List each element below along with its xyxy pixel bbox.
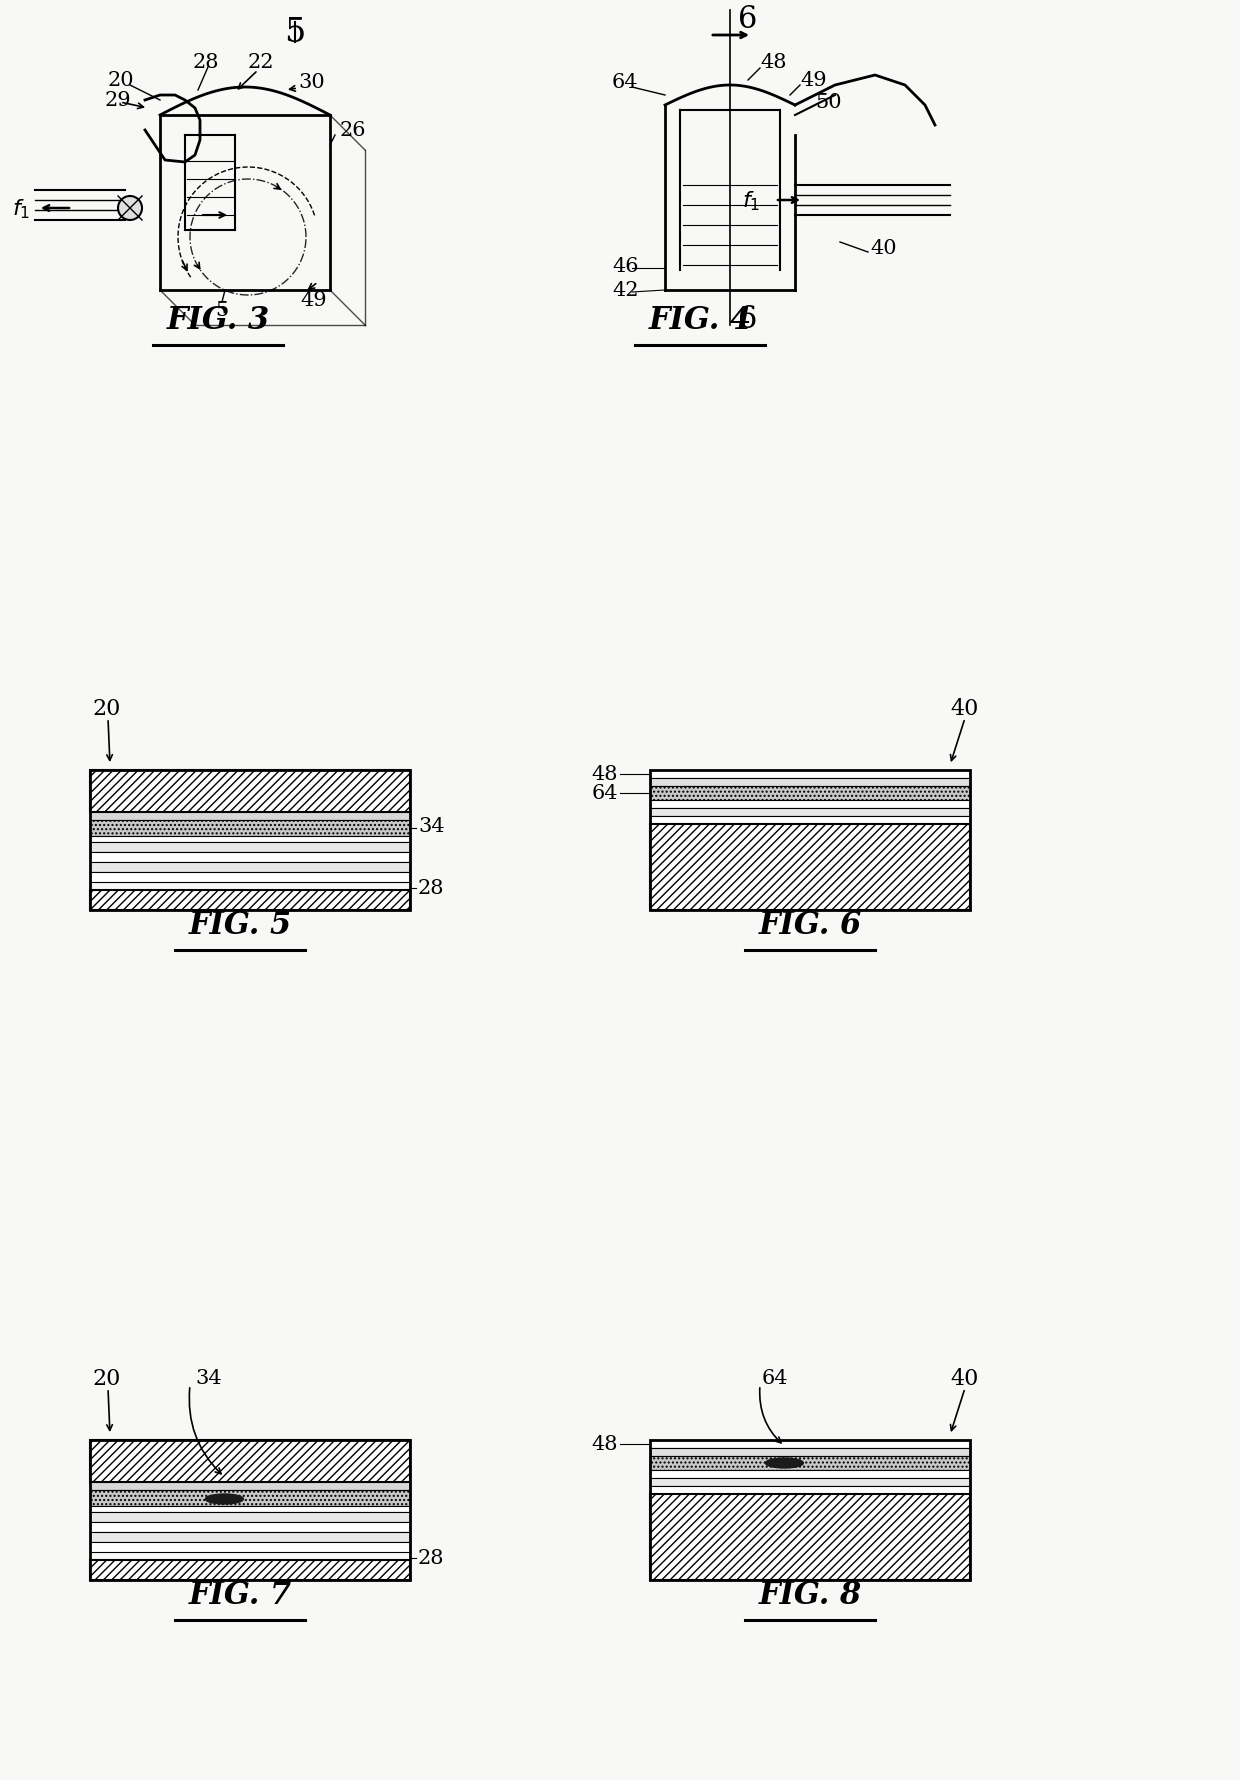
Text: FIG. 6: FIG. 6 <box>759 910 862 940</box>
Bar <box>91 1440 410 1581</box>
Bar <box>91 821 410 837</box>
Text: 20: 20 <box>92 698 120 719</box>
Text: 28: 28 <box>418 879 444 897</box>
Bar <box>650 771 970 778</box>
Bar <box>91 853 410 863</box>
Text: 5: 5 <box>284 18 306 50</box>
Text: 20: 20 <box>108 71 135 91</box>
Text: 22: 22 <box>248 53 274 73</box>
Bar <box>650 787 970 801</box>
Bar <box>650 817 970 824</box>
Bar <box>91 1541 410 1552</box>
Text: 6: 6 <box>738 303 758 335</box>
Bar <box>91 1440 410 1483</box>
Text: 50: 50 <box>815 93 842 112</box>
Text: $f_1$: $f_1$ <box>742 189 760 212</box>
Text: 64: 64 <box>591 783 618 803</box>
Bar <box>91 837 410 842</box>
Bar <box>650 1493 970 1581</box>
Text: FIG. 3: FIG. 3 <box>166 304 269 336</box>
Ellipse shape <box>206 1493 243 1504</box>
Text: FIG. 8: FIG. 8 <box>759 1579 862 1611</box>
Bar <box>650 1440 970 1581</box>
Text: 28: 28 <box>193 53 219 73</box>
Text: 42: 42 <box>613 281 639 301</box>
Text: 49: 49 <box>300 292 326 310</box>
Bar <box>91 1513 410 1522</box>
Text: 30: 30 <box>298 73 325 93</box>
Bar <box>650 824 970 911</box>
Bar <box>91 1483 410 1490</box>
Text: 49: 49 <box>800 71 827 91</box>
Text: $f_1$: $f_1$ <box>12 198 30 221</box>
Text: 28: 28 <box>418 1549 444 1568</box>
Bar <box>650 808 970 817</box>
Text: 64: 64 <box>613 73 639 93</box>
Text: 48: 48 <box>591 765 618 783</box>
Bar <box>91 890 410 911</box>
Text: 26: 26 <box>340 121 367 141</box>
Bar <box>91 771 410 911</box>
Bar <box>91 771 410 812</box>
Bar <box>91 863 410 872</box>
Circle shape <box>118 198 143 221</box>
Bar <box>91 842 410 853</box>
Bar <box>91 1506 410 1513</box>
Text: 40: 40 <box>870 239 897 258</box>
Bar <box>91 1522 410 1533</box>
Bar <box>650 1440 970 1449</box>
Bar <box>91 872 410 883</box>
Bar <box>650 1456 970 1470</box>
Text: 34: 34 <box>418 817 445 837</box>
Bar <box>91 1559 410 1581</box>
Text: 40: 40 <box>950 698 978 719</box>
Bar <box>650 1470 970 1477</box>
Text: 46: 46 <box>613 256 639 276</box>
Bar <box>650 778 970 787</box>
Text: 64: 64 <box>763 1369 789 1388</box>
Text: 34: 34 <box>195 1369 222 1388</box>
Text: 6: 6 <box>738 4 758 34</box>
Bar <box>91 812 410 821</box>
Bar <box>650 1477 970 1486</box>
Bar <box>650 801 970 808</box>
Text: FIG. 4: FIG. 4 <box>649 304 751 336</box>
Ellipse shape <box>765 1458 804 1468</box>
Bar <box>91 1490 410 1506</box>
Text: FIG. 7: FIG. 7 <box>188 1579 291 1611</box>
Bar <box>650 771 970 911</box>
Text: 20: 20 <box>92 1367 120 1388</box>
Text: 48: 48 <box>760 53 786 73</box>
Bar <box>650 1486 970 1493</box>
Bar <box>650 1449 970 1456</box>
Text: 5: 5 <box>215 301 228 320</box>
Bar <box>91 1533 410 1541</box>
Text: 29: 29 <box>105 91 131 110</box>
Text: 48: 48 <box>591 1435 618 1454</box>
Text: FIG. 5: FIG. 5 <box>188 910 291 940</box>
Text: 40: 40 <box>950 1367 978 1388</box>
